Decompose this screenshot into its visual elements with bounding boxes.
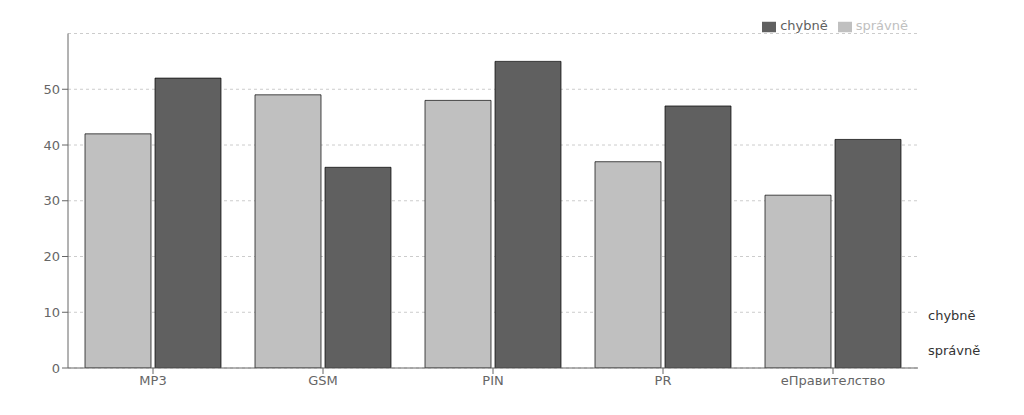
svg-text:0: 0	[52, 361, 60, 376]
svg-text:GSM: GSM	[308, 373, 338, 388]
svg-text:еПравителство: еПравителство	[781, 373, 885, 388]
svg-text:20: 20	[43, 249, 60, 264]
svg-text:PR: PR	[655, 373, 672, 388]
svg-text:30: 30	[43, 193, 60, 208]
html-text:chybně: chybně	[928, 308, 976, 323]
svg-text:50: 50	[43, 82, 60, 97]
html-text:správně: správně	[855, 18, 908, 33]
html-text:chybně: chybně	[780, 18, 828, 33]
svg-text:PIN: PIN	[482, 373, 503, 388]
svg-text:MP3: MP3	[139, 373, 166, 388]
svg-text:10: 10	[43, 305, 60, 320]
html-text:správně: správně	[928, 343, 981, 358]
svg-text:40: 40	[43, 138, 60, 153]
